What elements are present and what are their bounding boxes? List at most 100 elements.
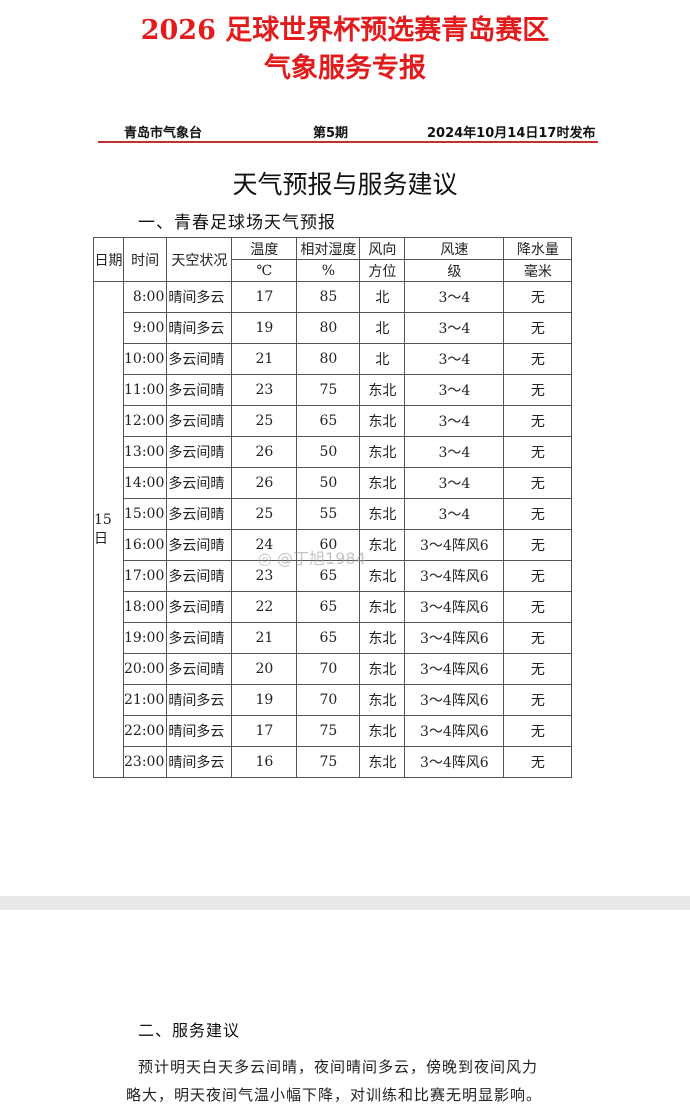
cell-wind-dir: 北 xyxy=(359,312,406,344)
cell-wind-dir: 东北 xyxy=(359,498,406,530)
cell-precip: 无 xyxy=(503,622,573,654)
cell-sky: 多云间晴 xyxy=(166,653,233,685)
section1-heading: 一、青春足球场天气预报 xyxy=(138,213,336,233)
cell-sky: 晴间多云 xyxy=(166,684,233,716)
table-row: 17:00 多云间晴 23 65 东北 3～4阵风6 无 xyxy=(94,560,573,592)
watermark: ◎ @丁旭1984 xyxy=(258,549,366,568)
cell-wind-speed: 3～4阵风6 xyxy=(404,746,505,778)
cell-humidity: 80 xyxy=(296,312,361,344)
cell-precip: 无 xyxy=(503,529,573,561)
cell-temp: 19 xyxy=(231,684,298,716)
table-row: 18:00 多云间晴 22 65 东北 3～4阵风6 无 xyxy=(94,591,573,623)
cell-sky: 多云间晴 xyxy=(166,343,233,375)
cell-date: 15日 xyxy=(93,281,124,778)
cell-time: 19:00 xyxy=(122,622,168,654)
cell-sky: 多云间晴 xyxy=(166,405,233,437)
cell-humidity: 70 xyxy=(296,684,361,716)
cell-wind-dir: 东北 xyxy=(359,405,406,437)
cell-time: 23:00 xyxy=(122,746,168,778)
table-row: 10:00 多云间晴 21 80 北 3～4 无 xyxy=(94,343,573,375)
cell-precip: 无 xyxy=(503,653,573,685)
cell-precip: 无 xyxy=(503,746,573,778)
cell-sky: 多云间晴 xyxy=(166,622,233,654)
cell-sky: 多云间晴 xyxy=(166,374,233,406)
table-row: 14:00 多云间晴 26 50 东北 3～4 无 xyxy=(94,467,573,499)
cell-humidity: 85 xyxy=(296,281,361,313)
cell-sky: 多云间晴 xyxy=(166,498,233,530)
cell-temp: 16 xyxy=(231,746,298,778)
advice-text-line2: 略大，明天夜间气温小幅下降，对训练和比赛无明显影响。 xyxy=(126,1086,543,1104)
report-subtitle: 气象服务专报 xyxy=(264,53,426,84)
cell-time: 12:00 xyxy=(122,405,168,437)
cell-precip: 无 xyxy=(503,312,573,344)
cell-temp: 17 xyxy=(231,281,298,313)
cell-temp: 25 xyxy=(231,405,298,437)
cell-humidity: 55 xyxy=(296,498,361,530)
cell-wind-speed: 3～4阵风6 xyxy=(404,591,505,623)
section2-heading: 二、服务建议 xyxy=(138,1021,241,1040)
table-row: 19:00 多云间晴 21 65 东北 3～4阵风6 无 xyxy=(94,622,573,654)
cell-humidity: 65 xyxy=(296,591,361,623)
cell-temp: 23 xyxy=(231,374,298,406)
cell-sky: 多云间晴 xyxy=(166,436,233,468)
cell-wind-speed: 3～4 xyxy=(404,343,505,375)
table-row: 16:00 多云间晴 24 60 东北 3～4阵风6 无 xyxy=(94,529,573,561)
report-title: 2026 足球世界杯预选赛青岛赛区 xyxy=(140,15,550,46)
unit-precip: 毫米 xyxy=(503,259,573,282)
table-row: 20:00 多云间晴 20 70 东北 3～4阵风6 无 xyxy=(94,653,573,685)
table-row: 22:00 晴间多云 17 75 东北 3～4阵风6 无 xyxy=(94,715,573,747)
cell-wind-dir: 东北 xyxy=(359,560,406,592)
cell-temp: 25 xyxy=(231,498,298,530)
cell-sky: 多云间晴 xyxy=(166,529,233,561)
cell-temp: 20 xyxy=(231,653,298,685)
cell-temp: 19 xyxy=(231,312,298,344)
cell-wind-speed: 3～4 xyxy=(404,498,505,530)
cell-temp: 21 xyxy=(231,343,298,375)
cell-temp: 26 xyxy=(231,436,298,468)
cell-wind-speed: 3～4阵风6 xyxy=(404,653,505,685)
cell-precip: 无 xyxy=(503,405,573,437)
cell-temp: 17 xyxy=(231,715,298,747)
cell-humidity: 65 xyxy=(296,405,361,437)
col-date: 日期 xyxy=(93,237,124,282)
cell-time: 14:00 xyxy=(122,467,168,499)
cell-time: 18:00 xyxy=(122,591,168,623)
cell-wind-dir: 北 xyxy=(359,281,406,313)
cell-precip: 无 xyxy=(503,715,573,747)
cell-wind-speed: 3～4阵风6 xyxy=(404,560,505,592)
cell-temp: 21 xyxy=(231,622,298,654)
issue-number: 第5期 xyxy=(313,126,349,141)
cell-wind-dir: 东北 xyxy=(359,715,406,747)
cell-humidity: 75 xyxy=(296,715,361,747)
col-humidity: 相对湿度 xyxy=(296,237,361,260)
unit-temp: ℃ xyxy=(231,259,298,282)
cell-wind-speed: 3～4 xyxy=(404,312,505,344)
cell-wind-speed: 3～4阵风6 xyxy=(404,715,505,747)
cell-precip: 无 xyxy=(503,374,573,406)
table-row: 11:00 多云间晴 23 75 东北 3～4 无 xyxy=(94,374,573,406)
advice-text-line1: 预计明天白天多云间晴，夜间晴间多云，傍晚到夜间风力 xyxy=(138,1058,539,1076)
cell-precip: 无 xyxy=(503,467,573,499)
cell-wind-dir: 东北 xyxy=(359,622,406,654)
cell-temp: 22 xyxy=(231,591,298,623)
cell-wind-dir: 北 xyxy=(359,343,406,375)
cell-wind-dir: 东北 xyxy=(359,653,406,685)
cell-wind-dir: 东北 xyxy=(359,374,406,406)
table-row: 23:00 晴间多云 16 75 东北 3～4阵风6 无 xyxy=(94,746,573,778)
unit-wind-speed: 级 xyxy=(404,259,505,282)
cell-precip: 无 xyxy=(503,591,573,623)
cell-humidity: 75 xyxy=(296,374,361,406)
col-sky: 天空状况 xyxy=(166,237,233,282)
cell-precip: 无 xyxy=(503,498,573,530)
cell-wind-dir: 东北 xyxy=(359,467,406,499)
cell-sky: 晴间多云 xyxy=(166,281,233,313)
cell-time: 13:00 xyxy=(122,436,168,468)
table-row: 15日 8:00 晴间多云 17 85 北 3～4 无 xyxy=(93,281,573,778)
cell-humidity: 50 xyxy=(296,436,361,468)
col-wind-speed: 风速 xyxy=(404,237,505,260)
page-2: 二、服务建议 预计明天白天多云间晴，夜间晴间多云，傍晚到夜间风力 略大，明天夜间… xyxy=(0,910,690,1113)
cell-wind-speed: 3～4 xyxy=(404,436,505,468)
page-1: 2026 足球世界杯预选赛青岛赛区 气象服务专报 青岛市气象台 第5期 2024… xyxy=(0,0,690,896)
col-precip: 降水量 xyxy=(503,237,573,260)
cell-sky: 多云间晴 xyxy=(166,591,233,623)
